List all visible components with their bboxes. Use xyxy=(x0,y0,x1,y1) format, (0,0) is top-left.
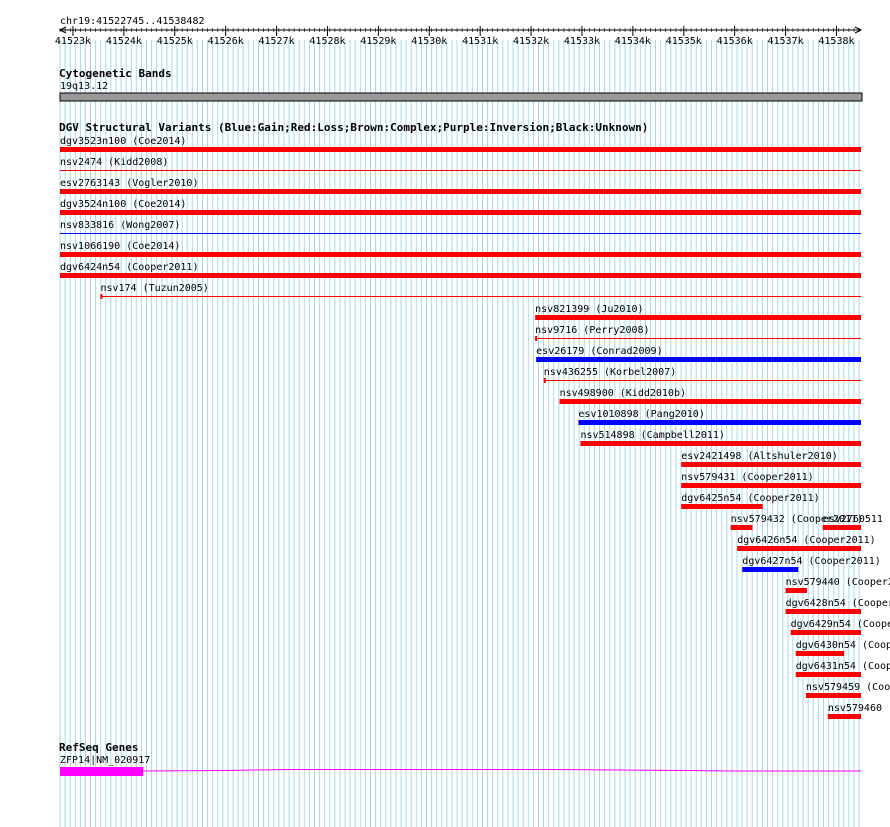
sv-feature-label[interactable]: dgv6431n54 (Coop xyxy=(796,661,890,672)
sv-feature-label[interactable]: dgv3523n100 (Coe2014) xyxy=(60,136,186,147)
sv-feature-label[interactable]: nsv579431 (Cooper2011) xyxy=(681,472,813,483)
sv-feature-label[interactable]: nsv514898 (Campbell2011) xyxy=(580,430,725,441)
sv-feature-bar[interactable] xyxy=(737,546,861,551)
sv-feature-label[interactable]: esv1010898 (Pang2010) xyxy=(578,409,704,420)
sv-feature-bar[interactable] xyxy=(60,252,861,257)
sv-feature-bar[interactable] xyxy=(681,462,861,467)
sv-feature-bar[interactable] xyxy=(827,714,861,719)
ruler-tick-label: 41534k xyxy=(615,36,651,47)
sv-feature-bar[interactable] xyxy=(535,315,861,320)
ruler-tick-label: 41536k xyxy=(717,36,753,47)
sv-feature-bar[interactable] xyxy=(60,273,861,278)
ruler-right-arrow xyxy=(854,26,863,34)
ruler-tick-label: 41538k xyxy=(818,36,854,47)
sv-feature-bar[interactable] xyxy=(559,399,861,404)
sv-feature-label[interactable]: dgv6429n54 (Coope xyxy=(791,619,890,630)
sv-feature-label[interactable]: nsv2474 (Kidd2008) xyxy=(60,157,168,168)
cytoband-track-title: Cytogenetic Bands xyxy=(59,67,172,80)
sv-feature-bar[interactable] xyxy=(60,170,861,171)
sv-feature-label[interactable]: dgv3524n100 (Coe2014) xyxy=(60,199,186,210)
sv-feature-bar[interactable] xyxy=(60,210,861,215)
sv-feature-bar[interactable] xyxy=(795,651,845,656)
sv-feature-label[interactable]: nsv579460 ( xyxy=(828,703,890,714)
sv-feature-end-mark xyxy=(535,336,538,341)
ruler-tick-label: 41532k xyxy=(513,36,549,47)
refseq-track-title: RefSeq Genes xyxy=(59,741,139,754)
sv-feature-label[interactable]: nsv821399 (Ju2010) xyxy=(535,304,643,315)
ruler-tick-label: 41523k xyxy=(55,36,91,47)
ruler-tick-label: 41526k xyxy=(208,36,244,47)
sv-feature-label[interactable]: esv26179 (Conrad2009) xyxy=(536,346,662,357)
ruler-tick-label: 41528k xyxy=(309,36,345,47)
sv-feature-label[interactable]: dgv6426n54 (Cooper2011) xyxy=(737,535,875,546)
ruler-tick-label: 41531k xyxy=(462,36,498,47)
sv-feature-bar[interactable] xyxy=(790,630,861,635)
sv-feature-label[interactable]: nsv174 (Tuzun2005) xyxy=(100,283,208,294)
dgv-track-title: DGV Structural Variants (Blue:Gain;Red:L… xyxy=(59,121,649,134)
sv-feature-label[interactable]: esv2421498 (Altshuler2010) xyxy=(681,451,838,462)
sv-feature-end-mark xyxy=(100,294,103,299)
ruler-tick-label: 41533k xyxy=(564,36,600,47)
sv-feature-bar[interactable] xyxy=(805,693,861,698)
ruler-tick-label: 41527k xyxy=(259,36,295,47)
ruler-left-arrow xyxy=(58,26,67,34)
sv-feature-label[interactable]: nsv436255 (Korbel2007) xyxy=(544,367,676,378)
sv-feature-label[interactable]: dgv6427n54 (Cooper2011) xyxy=(742,556,880,567)
sv-feature-label[interactable]: esv2760511 ( xyxy=(823,514,890,525)
sv-feature-bar[interactable] xyxy=(535,338,861,339)
region-label: chr19:41522745..41538482 xyxy=(60,16,205,27)
sv-feature-label[interactable]: nsv1066190 (Coe2014) xyxy=(60,241,180,252)
sv-feature-bar[interactable] xyxy=(580,441,861,446)
cytoband-bar[interactable] xyxy=(59,92,863,102)
ruler-tick-label: 41530k xyxy=(411,36,447,47)
cytoband-label: 19q13.12 xyxy=(60,81,109,92)
refseq-intron-line[interactable] xyxy=(143,769,861,772)
refseq-exon-block[interactable] xyxy=(60,767,144,776)
sv-feature-bar[interactable] xyxy=(681,504,763,509)
sv-feature-label[interactable]: nsv9716 (Perry2008) xyxy=(535,325,649,336)
sv-feature-bar[interactable] xyxy=(60,233,861,234)
sv-feature-bar[interactable] xyxy=(60,147,861,152)
sv-feature-label[interactable]: nsv579440 (Cooper2 xyxy=(786,577,890,588)
sv-feature-bar[interactable] xyxy=(681,483,861,488)
sv-feature-bar[interactable] xyxy=(60,189,861,194)
sv-feature-bar[interactable] xyxy=(543,380,861,381)
sv-feature-label[interactable]: dgv6430n54 (Coop xyxy=(796,640,890,651)
sv-feature-bar[interactable] xyxy=(742,567,799,572)
ruler-tick-label: 41525k xyxy=(157,36,193,47)
sv-feature-bar[interactable] xyxy=(578,420,861,425)
sv-feature-bar[interactable] xyxy=(795,672,861,677)
sv-feature-label[interactable]: nsv833816 (Wong2007) xyxy=(60,220,180,231)
sv-feature-bar[interactable] xyxy=(730,525,753,530)
ruler-tick-label: 41529k xyxy=(360,36,396,47)
sv-feature-bar[interactable] xyxy=(785,609,861,614)
sv-feature-bar[interactable] xyxy=(100,296,861,297)
sv-feature-label[interactable]: nsv498900 (Kidd2010b) xyxy=(560,388,686,399)
sv-feature-label[interactable]: nsv579459 (Coop xyxy=(806,682,890,693)
sv-feature-bar[interactable] xyxy=(785,588,807,593)
sv-feature-label[interactable]: nsv579432 (Cooper2011) xyxy=(731,514,863,525)
sv-feature-bar[interactable] xyxy=(822,525,861,530)
sv-feature-label[interactable]: dgv6424n54 (Cooper2011) xyxy=(60,262,198,273)
sv-feature-label[interactable]: dgv6428n54 (Cooper xyxy=(786,598,890,609)
sv-feature-bar[interactable] xyxy=(536,357,861,362)
ruler-tick-label: 41524k xyxy=(106,36,142,47)
refseq-gene-label[interactable]: ZFP14|NM_020917 xyxy=(60,755,151,766)
ruler-tick-label: 41535k xyxy=(666,36,702,47)
sv-feature-label[interactable]: esv2763143 (Vogler2010) xyxy=(60,178,198,189)
sv-feature-label[interactable]: dgv6425n54 (Cooper2011) xyxy=(681,493,819,504)
ruler-tick-label: 41537k xyxy=(768,36,804,47)
sv-feature-end-mark xyxy=(543,378,546,383)
